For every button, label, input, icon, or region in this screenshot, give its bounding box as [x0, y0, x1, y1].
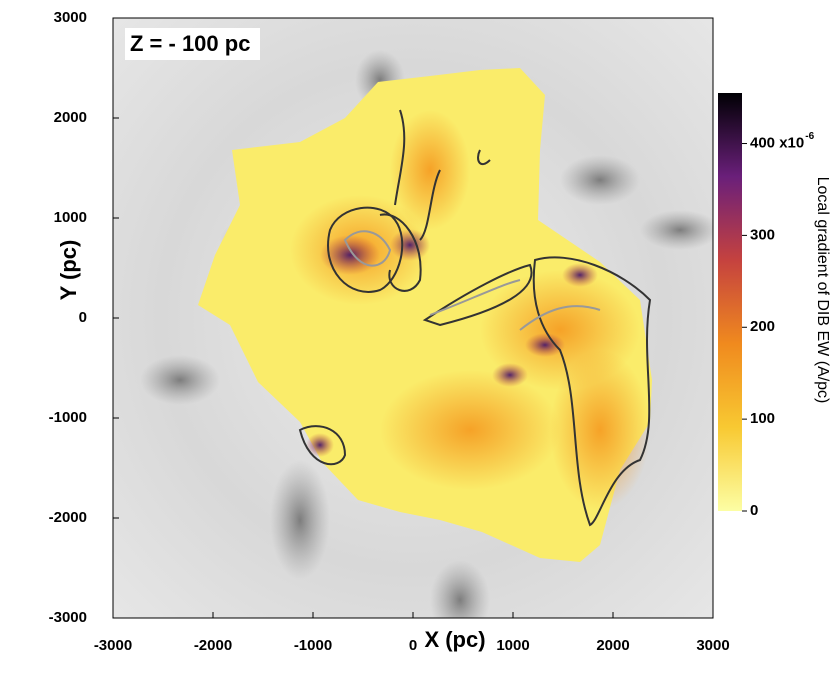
- y-tick-label: 3000: [54, 9, 87, 26]
- y-tick-label: -3000: [49, 609, 87, 626]
- colorbar-tick-label: 400 x10: [750, 134, 804, 151]
- colorbar-tick-label: 200: [750, 318, 775, 335]
- x-tick-label: 2000: [596, 637, 629, 654]
- x-axis-label: X (pc): [424, 627, 485, 652]
- x-tick-label: -1000: [294, 637, 332, 654]
- x-tick-label: 1000: [496, 637, 529, 654]
- y-tick-label: 1000: [54, 209, 87, 226]
- x-tick-label: -3000: [94, 637, 132, 654]
- y-tick-label: -2000: [49, 509, 87, 526]
- x-tick-label: -2000: [194, 637, 232, 654]
- y-tick-label: -1000: [49, 409, 87, 426]
- map-field: [113, 18, 713, 618]
- colorbar-label: Local gradient of DIB EW (A/pc): [814, 177, 831, 404]
- y-axis-label: Y (pc): [56, 240, 81, 301]
- y-tick-label: 2000: [54, 109, 87, 126]
- x-tick-label: 3000: [696, 637, 729, 654]
- x-tick-label: 0: [409, 637, 417, 654]
- title-box: [125, 28, 260, 60]
- colorbar: [718, 93, 742, 511]
- chart-title: Z = - 100 pc: [130, 31, 250, 56]
- colorbar-exponent-text: -6: [805, 131, 814, 142]
- colorbar-tick-label: 300: [750, 226, 775, 243]
- colorbar-tick-label: 100: [750, 410, 775, 427]
- y-tick-label: 0: [79, 309, 87, 326]
- colorbar-tick-label: 0: [750, 502, 758, 519]
